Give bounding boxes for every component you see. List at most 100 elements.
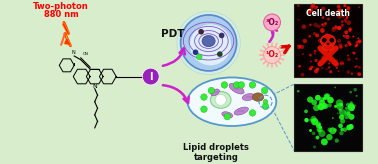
Circle shape [314,50,316,52]
Circle shape [143,68,159,85]
Circle shape [312,119,315,122]
Circle shape [319,125,322,129]
Circle shape [198,29,204,35]
Circle shape [333,128,337,132]
Circle shape [300,45,304,49]
Circle shape [351,72,353,75]
Circle shape [357,38,359,39]
Circle shape [334,105,337,108]
Circle shape [322,31,324,33]
Circle shape [322,23,326,27]
Ellipse shape [222,112,233,118]
Circle shape [322,16,324,19]
Circle shape [313,32,316,35]
Circle shape [334,87,336,88]
Circle shape [343,4,347,7]
Circle shape [346,34,349,37]
Circle shape [339,45,343,49]
Circle shape [261,87,268,94]
Circle shape [215,94,226,105]
Circle shape [337,39,341,43]
Circle shape [344,44,348,47]
Circle shape [307,9,311,14]
Circle shape [342,127,347,132]
Circle shape [264,14,280,31]
Circle shape [334,25,338,29]
Circle shape [344,19,347,22]
Circle shape [315,95,321,101]
Circle shape [177,11,240,75]
Circle shape [317,25,321,28]
Ellipse shape [187,77,276,126]
Circle shape [208,87,215,94]
Circle shape [311,118,318,125]
Circle shape [345,35,350,39]
Circle shape [328,103,332,107]
Circle shape [336,103,344,110]
Circle shape [327,97,334,103]
Circle shape [322,97,326,100]
Circle shape [341,23,344,26]
Text: ¹O₂: ¹O₂ [265,50,279,59]
Circle shape [349,29,352,32]
Circle shape [319,97,324,102]
Polygon shape [62,22,71,46]
Circle shape [309,7,313,11]
Circle shape [324,55,328,58]
Circle shape [263,99,268,104]
Circle shape [342,15,345,18]
Circle shape [348,10,350,12]
Circle shape [353,88,357,91]
Circle shape [353,104,356,107]
Circle shape [332,117,334,119]
Circle shape [337,8,342,13]
Circle shape [304,110,308,113]
Circle shape [346,125,352,130]
Text: N: N [92,84,97,89]
Circle shape [344,114,349,119]
Circle shape [349,128,351,130]
Circle shape [336,67,338,69]
Circle shape [335,11,336,13]
Circle shape [349,27,352,31]
Ellipse shape [322,45,334,50]
Circle shape [233,82,240,88]
Circle shape [309,67,312,71]
Circle shape [310,66,313,69]
Circle shape [316,136,319,140]
Circle shape [318,46,322,50]
Circle shape [321,138,328,145]
Circle shape [321,103,327,109]
Circle shape [347,54,349,57]
Circle shape [353,52,356,55]
Circle shape [338,14,342,19]
Circle shape [346,103,350,107]
Circle shape [316,67,319,71]
Circle shape [345,107,348,110]
Circle shape [340,63,342,65]
Circle shape [321,55,326,60]
Circle shape [333,12,335,14]
Circle shape [318,129,321,132]
Circle shape [311,100,317,105]
Circle shape [339,131,344,135]
Circle shape [318,123,321,126]
Circle shape [201,94,207,100]
Circle shape [249,82,256,88]
Circle shape [350,108,354,111]
Ellipse shape [242,94,255,101]
Circle shape [344,30,348,34]
Circle shape [311,3,315,8]
Circle shape [328,62,330,64]
Circle shape [346,16,348,18]
Circle shape [356,65,358,67]
Circle shape [313,104,320,111]
Text: CN: CN [82,52,88,56]
Circle shape [347,41,351,44]
Text: Cell death: Cell death [306,9,350,18]
Circle shape [201,106,207,113]
Circle shape [297,4,300,7]
Text: I: I [149,72,152,82]
Circle shape [313,23,318,27]
Circle shape [329,127,336,134]
